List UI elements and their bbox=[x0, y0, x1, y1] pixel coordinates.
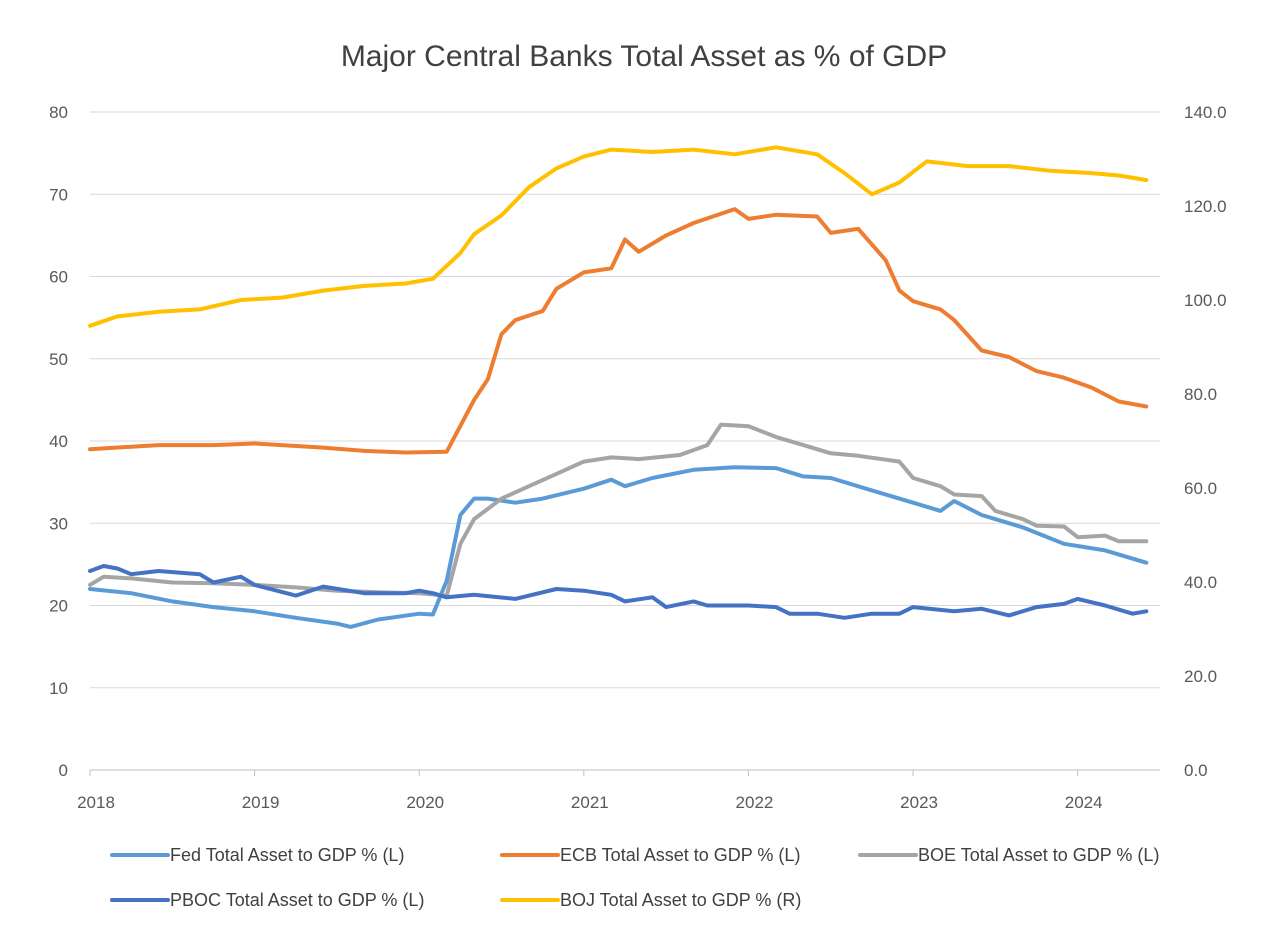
x-tick-label: 2018 bbox=[77, 793, 115, 812]
x-tick-label: 2020 bbox=[406, 793, 444, 812]
left-tick-label: 10 bbox=[49, 679, 68, 698]
right-tick-label: 20.0 bbox=[1184, 667, 1217, 686]
left-tick-label: 40 bbox=[49, 432, 68, 451]
right-tick-label: 120.0 bbox=[1184, 197, 1227, 216]
x-tick-label: 2022 bbox=[736, 793, 774, 812]
left-tick-label: 20 bbox=[49, 597, 68, 616]
pboc-series-line bbox=[88, 564, 1149, 620]
x-tick-label: 2023 bbox=[900, 793, 938, 812]
chart-title: Major Central Banks Total Asset as % of … bbox=[340, 40, 948, 73]
ecb-legend-label: ECB Total Asset to GDP % (L) bbox=[560, 845, 800, 865]
right-tick-label: 0.0 bbox=[1184, 761, 1208, 780]
pboc-legend-label: PBOC Total Asset to GDP % (L) bbox=[170, 890, 424, 910]
boe-legend-label: BOE Total Asset to GDP % (L) bbox=[918, 845, 1159, 865]
left-y-axis: 0 10 20 30 40 50 60 70 80 bbox=[49, 103, 68, 780]
left-tick-label: 60 bbox=[49, 268, 68, 287]
left-tick-label: 30 bbox=[49, 514, 68, 533]
left-tick-label: 0 bbox=[59, 761, 68, 780]
right-y-axis: 0.0 20.0 40.0 60.0 80.0 100.0 120.0 140.0 bbox=[1184, 103, 1227, 780]
series-lines bbox=[88, 145, 1149, 629]
x-tick-label: 2021 bbox=[571, 793, 609, 812]
fed-series-line bbox=[88, 465, 1149, 629]
right-tick-label: 80.0 bbox=[1184, 385, 1217, 404]
right-tick-label: 40.0 bbox=[1184, 573, 1217, 592]
boj-legend-label: BOJ Total Asset to GDP % (R) bbox=[560, 890, 801, 910]
ecb-series-line bbox=[88, 207, 1149, 455]
left-tick-label: 50 bbox=[49, 350, 68, 369]
left-tick-label: 80 bbox=[49, 103, 68, 122]
boe-series-line bbox=[88, 422, 1149, 598]
fed-legend-label: Fed Total Asset to GDP % (L) bbox=[170, 845, 404, 865]
legend: Fed Total Asset to GDP % (L) ECB Total As… bbox=[110, 845, 1159, 910]
right-tick-label: 140.0 bbox=[1184, 103, 1227, 122]
right-tick-label: 100.0 bbox=[1184, 291, 1227, 310]
x-tick-label: 2019 bbox=[242, 793, 280, 812]
x-axis: 2018 2019 2020 2021 2022 2023 2024 bbox=[77, 769, 1160, 812]
boj-series-line bbox=[88, 145, 1149, 328]
left-tick-label: 70 bbox=[49, 185, 68, 204]
x-tick-label: 2024 bbox=[1065, 793, 1103, 812]
right-tick-label: 60.0 bbox=[1184, 479, 1217, 498]
gridlines bbox=[90, 111, 1160, 689]
